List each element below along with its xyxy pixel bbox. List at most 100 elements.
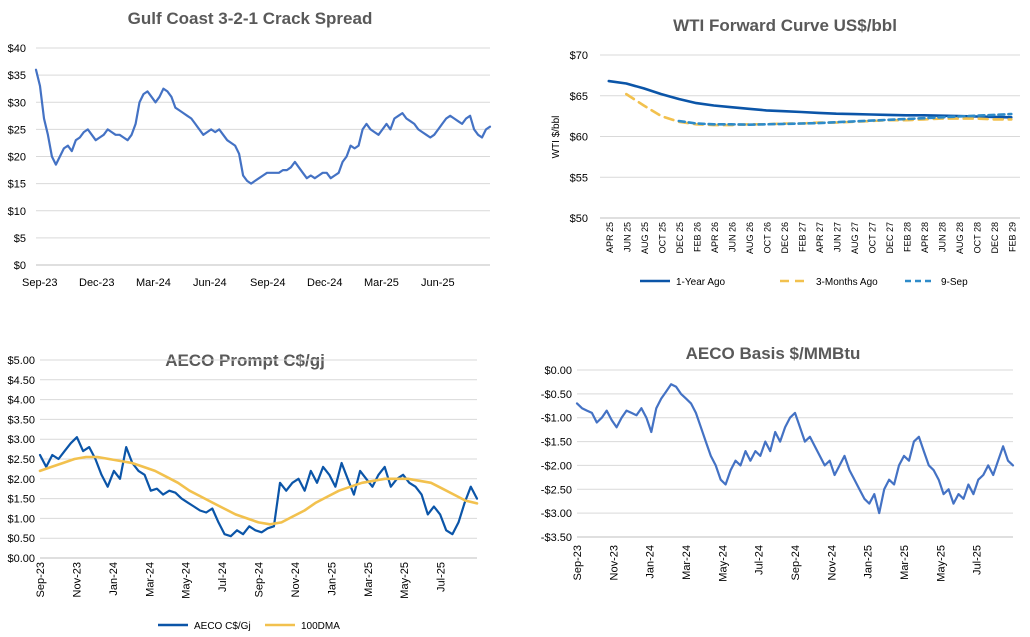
x-tick-label: DEC 25 — [675, 222, 685, 254]
series-line — [677, 112, 1013, 126]
x-tick-label: Mar-24 — [136, 277, 171, 289]
x-tick-label: Nov-23 — [608, 545, 620, 580]
crack-spread-svg: Gulf Coast 3-2-1 Crack Spread $0 $5 $10 $15… — [8, 9, 492, 289]
y-tick-label: $30 — [8, 97, 26, 109]
chart-title: Gulf Coast 3-2-1 Crack Spread — [128, 9, 373, 28]
x-tick-label: APR 26 — [710, 222, 720, 253]
y-tick-label: $1.00 — [7, 513, 35, 525]
y-tick-label: $35 — [8, 70, 26, 82]
aeco-basis-chart: AECO Basis $/MMBtu -$3.50 -$3.00 -$2.50 -$2… — [515, 335, 1030, 637]
y-tick-label: -$1.50 — [541, 437, 572, 449]
y-tick-label: $2.00 — [7, 474, 35, 486]
x-tick-label: Nov-24 — [290, 562, 302, 597]
legend-label: 3-Months Ago — [816, 277, 878, 288]
x-tick-label: OCT 28 — [972, 222, 982, 253]
x-tick-label: Mar-25 — [363, 562, 375, 597]
x-tick-label: FEB 26 — [692, 222, 702, 252]
x-tick-label: May-25 — [935, 545, 947, 582]
x-tick-label: JUN 25 — [622, 222, 632, 252]
x-tick-label: Jul-25 — [972, 545, 984, 575]
y-tick-label: $0.00 — [7, 553, 35, 565]
x-tick-label: Sep-23 — [35, 562, 47, 597]
x-tick-label: AUG 28 — [955, 222, 965, 254]
y-tick-label: $55 — [570, 172, 588, 184]
y-tick-label: $40 — [8, 43, 26, 55]
x-tick-label: JUN 26 — [727, 222, 737, 252]
x-tick-label: OCT 25 — [657, 222, 667, 253]
x-tick-label: Mar-25 — [899, 545, 911, 580]
y-tick-label: $4.50 — [7, 375, 35, 387]
y-tick-label: $25 — [8, 124, 26, 136]
y-tick-label: $15 — [8, 179, 26, 191]
y-tick-label: $5 — [14, 233, 26, 245]
y-tick-label: -$3.50 — [541, 532, 572, 544]
x-tick-label: Nov-23 — [71, 562, 83, 597]
x-tick-label: Jan-24 — [108, 562, 120, 596]
x-tick-label: APR 27 — [815, 222, 825, 253]
x-tick-label: DEC 27 — [885, 222, 895, 254]
y-tick-label: -$2.00 — [541, 460, 572, 472]
x-tick-label: FEB 27 — [797, 222, 807, 252]
x-tick-label: Mar-25 — [364, 277, 399, 289]
y-tick-label: $3.50 — [7, 414, 35, 426]
legend-label: 1-Year Ago — [676, 277, 726, 288]
x-tick-label: Jun-25 — [421, 277, 455, 289]
y-tick-label: $5.00 — [7, 355, 35, 367]
x-tick-label: Dec-24 — [307, 277, 342, 289]
x-tick-label: May-24 — [717, 545, 729, 582]
aeco-basis-svg: AECO Basis $/MMBtu -$3.50 -$3.00 -$2.50 -$2… — [541, 344, 1015, 582]
y-tick-label: $0.50 — [7, 533, 35, 545]
wti-forward-curve-svg: WTI Forward Curve US$/bbl WTI $/bbl $50 $… — [551, 16, 1020, 288]
x-tick-label: OCT 27 — [867, 222, 877, 253]
x-tick-label: May-25 — [399, 562, 411, 599]
y-tick-label: $0 — [14, 260, 26, 272]
x-tick-label: Jun-24 — [193, 277, 227, 289]
x-tick-label: JUN 27 — [832, 222, 842, 252]
aeco-prompt-svg: AECO Prompt C$/gj $0.00$0.50$1.00$1.50$2… — [7, 351, 479, 632]
legend-label: 100DMA — [301, 621, 340, 632]
x-tick-label: Jan-25 — [326, 562, 338, 596]
x-tick-label: May-24 — [181, 562, 193, 599]
x-tick-label: Jul-24 — [217, 562, 229, 592]
x-tick-label: APR 25 — [605, 222, 615, 253]
x-tick-label: FEB 28 — [902, 222, 912, 252]
x-tick-label: DEC 26 — [780, 222, 790, 254]
series-line — [38, 436, 479, 538]
y-tick-label: $70 — [570, 50, 588, 62]
aeco-prompt-chart: AECO Prompt C$/gj $0.00 $0.50 $1.00 $1.50 $2… — [0, 340, 510, 637]
x-tick-label: Sep-23 — [22, 277, 57, 289]
x-tick-label: APR 28 — [920, 222, 930, 253]
chart-title: WTI Forward Curve US$/bbl — [673, 16, 897, 35]
x-tick-label: Sep-24 — [254, 562, 266, 597]
wti-forward-curve-chart: WTI Forward Curve US$/bbl WTI $/bbl $50 $… — [515, 0, 1030, 300]
series-line — [575, 383, 1015, 515]
x-tick-label: Jul-25 — [436, 562, 448, 592]
x-tick-label: Jan-24 — [645, 545, 657, 579]
y-tick-label: $60 — [570, 132, 588, 144]
crack-spread-chart: Gulf Coast 3-2-1 Crack Spread $0 $5 $10 $15… — [0, 0, 510, 300]
x-tick-label: JUN 28 — [937, 222, 947, 252]
chart-title: AECO Basis $/MMBtu — [686, 344, 861, 363]
y-tick-label: -$3.00 — [541, 508, 572, 520]
x-tick-label: Sep-24 — [790, 545, 802, 580]
x-tick-label: Nov-24 — [826, 545, 838, 580]
x-tick-label: Jan-25 — [863, 545, 875, 579]
x-tick-label: DEC 28 — [990, 222, 1000, 254]
y-tick-label: $0.00 — [544, 365, 572, 377]
y-tick-label: -$0.50 — [541, 389, 572, 401]
x-tick-label: Dec-23 — [79, 277, 114, 289]
x-tick-label: Mar-24 — [144, 562, 156, 597]
x-tick-label: AUG 27 — [850, 222, 860, 254]
y-tick-label: $50 — [570, 213, 588, 225]
x-tick-label: FEB 29 — [1007, 222, 1017, 252]
x-tick-label: Jul-24 — [754, 545, 766, 575]
x-tick-label: AUG 25 — [640, 222, 650, 254]
series-line — [38, 455, 479, 526]
y-tick-label: $65 — [570, 91, 588, 103]
x-tick-label: AUG 26 — [745, 222, 755, 254]
y-tick-label: $1.50 — [7, 494, 35, 506]
y-tick-label: $3.00 — [7, 434, 35, 446]
x-tick-label: OCT 26 — [762, 222, 772, 253]
y-tick-label: -$1.00 — [541, 413, 572, 425]
y-axis-label: WTI $/bbl — [551, 116, 562, 159]
